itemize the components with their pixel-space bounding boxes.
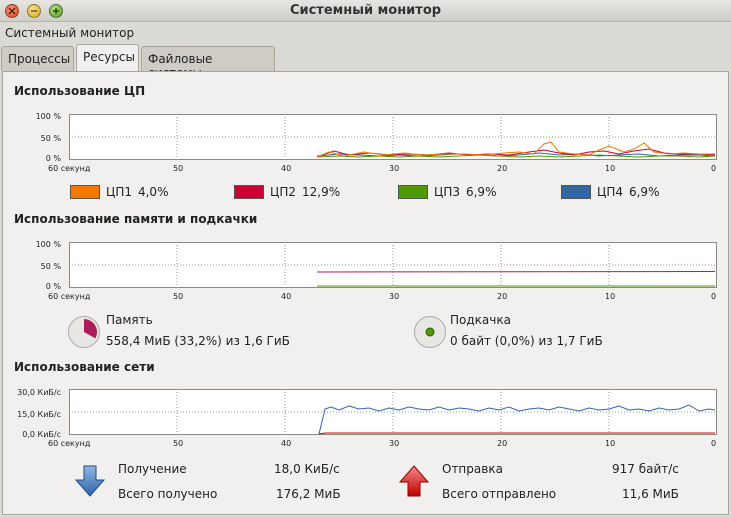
cpu-legend-cpu1: ЦП1 4,0% xyxy=(70,185,168,199)
cpu-x-label-60: 60 секунд xyxy=(48,164,91,173)
cpu1-value: 4,0% xyxy=(137,185,169,199)
swap-label: Подкачка xyxy=(450,313,511,327)
minimize-button[interactable] xyxy=(27,4,41,18)
memory-graph xyxy=(69,242,717,288)
cpu-x-label-20: 20 xyxy=(497,164,508,173)
tab-resources[interactable]: Ресурсы xyxy=(76,44,139,72)
cpu1-name: ЦП1 xyxy=(106,185,132,199)
maximize-icon xyxy=(53,8,59,14)
cpu2-color-swatch[interactable] xyxy=(234,185,264,199)
net-x-label-0: 0 xyxy=(711,439,717,448)
net-x-label-10: 10 xyxy=(605,439,616,448)
cpu-line-cpu1 xyxy=(316,141,715,158)
menu-bar: Системный монитор xyxy=(0,23,731,43)
net-y-label-15: 15,0 КиБ/с xyxy=(17,410,61,419)
cpu2-value: 12,9% xyxy=(301,185,341,199)
cpu-y-label-0: 0 % xyxy=(45,154,61,163)
cpu3-value: 6,9% xyxy=(465,185,497,199)
cpu-x-label-50: 50 xyxy=(173,164,184,173)
swap-value: 0 байт (0,0%) из 1,7 ГиБ xyxy=(450,334,603,348)
receive-rate: 18,0 КиБ/с xyxy=(274,462,340,476)
close-icon xyxy=(8,7,16,15)
close-button[interactable] xyxy=(5,4,19,18)
mem-x-label-10: 10 xyxy=(605,292,616,301)
window-title: Системный монитор xyxy=(289,3,442,18)
receive-label: Получение xyxy=(118,462,187,476)
cpu-legend-cpu3: ЦП3 6,9% xyxy=(398,185,496,199)
net-x-label-20: 20 xyxy=(497,439,508,448)
net-x-label-40: 40 xyxy=(281,439,292,448)
tab-bar: Процессы Ресурсы Файловые системы xyxy=(0,44,731,80)
menu-item-system-monitor[interactable]: Системный монитор xyxy=(5,26,135,40)
tab-processes[interactable]: Процессы xyxy=(1,46,74,71)
send-rate: 917 байт/с xyxy=(612,462,679,476)
cpu4-color-swatch[interactable] xyxy=(561,185,591,199)
mem-x-label-30: 30 xyxy=(389,292,400,301)
cpu-legend-cpu4: ЦП4 6,9% xyxy=(561,185,659,199)
cpu-graph xyxy=(69,114,717,160)
cpu2-name: ЦП2 xyxy=(270,185,296,199)
mem-y-label-50: 50 % xyxy=(40,262,61,271)
tab-filesystems[interactable]: Файловые системы xyxy=(141,46,275,80)
memory-usage-line xyxy=(316,271,716,273)
memory-grid xyxy=(69,242,717,288)
cpu4-value: 6,9% xyxy=(628,185,660,199)
mem-x-label-60: 60 секунд xyxy=(48,292,91,301)
net-y-label-0: 0,0 КиБ/с xyxy=(22,430,61,439)
mem-x-label-20: 20 xyxy=(497,292,508,301)
memory-label: Память xyxy=(106,313,153,327)
mem-x-label-50: 50 xyxy=(173,292,184,301)
cpu-grid xyxy=(69,114,717,160)
receive-total-label: Всего получено xyxy=(118,487,218,501)
cpu4-name: ЦП4 xyxy=(597,185,623,199)
cpu-x-label-40: 40 xyxy=(281,164,292,173)
cpu3-color-swatch[interactable] xyxy=(398,185,428,199)
memory-pie-slice xyxy=(84,319,97,339)
cpu-x-label-10: 10 xyxy=(605,164,616,173)
cpu-y-label-100: 100 % xyxy=(35,112,61,121)
swap-pie-icon[interactable] xyxy=(413,315,447,349)
mem-x-label-0: 0 xyxy=(711,292,717,301)
cpu-section-title: Использование ЦП xyxy=(14,84,146,98)
mem-x-label-40: 40 xyxy=(281,292,292,301)
memory-section-title: Использование памяти и подкачки xyxy=(14,212,258,226)
cpu-y-label-50: 50 % xyxy=(40,134,61,143)
net-x-label-50: 50 xyxy=(173,439,184,448)
swap-pie-center xyxy=(425,327,435,337)
title-bar: Системный монитор xyxy=(0,0,731,22)
network-graph xyxy=(69,389,717,435)
receive-total: 176,2 МиБ xyxy=(276,487,341,501)
cpu-line-cpu4 xyxy=(316,152,716,157)
network-section-title: Использование сети xyxy=(14,360,155,374)
net-y-label-30: 30,0 КиБ/с xyxy=(17,388,61,397)
network-receive-line xyxy=(318,404,716,435)
cpu-x-label-30: 30 xyxy=(389,164,400,173)
send-arrow-icon[interactable] xyxy=(399,465,429,497)
net-x-label-60: 60 секунд xyxy=(48,439,91,448)
send-total: 11,6 МиБ xyxy=(622,487,679,501)
receive-arrow-icon[interactable] xyxy=(75,465,105,497)
network-grid xyxy=(69,389,717,435)
memory-pie-icon[interactable] xyxy=(67,315,101,349)
cpu3-name: ЦП3 xyxy=(434,185,460,199)
cpu-x-label-0: 0 xyxy=(711,164,717,173)
net-x-label-30: 30 xyxy=(389,439,400,448)
resources-panel: Использование ЦП 100 % 50 % 0 % 60 секун… xyxy=(2,71,729,515)
cpu-line-cpu3 xyxy=(316,154,716,158)
cpu-legend-cpu2: ЦП2 12,9% xyxy=(234,185,340,199)
memory-value: 558,4 МиБ (33,2%) из 1,6 ГиБ xyxy=(106,334,290,348)
mem-y-label-0: 0 % xyxy=(45,282,61,291)
network-send-line xyxy=(318,432,715,435)
send-total-label: Всего отправлено xyxy=(442,487,557,501)
cpu1-color-swatch[interactable] xyxy=(70,185,100,199)
maximize-button[interactable] xyxy=(49,4,63,18)
mem-y-label-100: 100 % xyxy=(35,240,61,249)
send-label: Отправка xyxy=(442,462,503,476)
minimize-icon xyxy=(31,10,37,12)
